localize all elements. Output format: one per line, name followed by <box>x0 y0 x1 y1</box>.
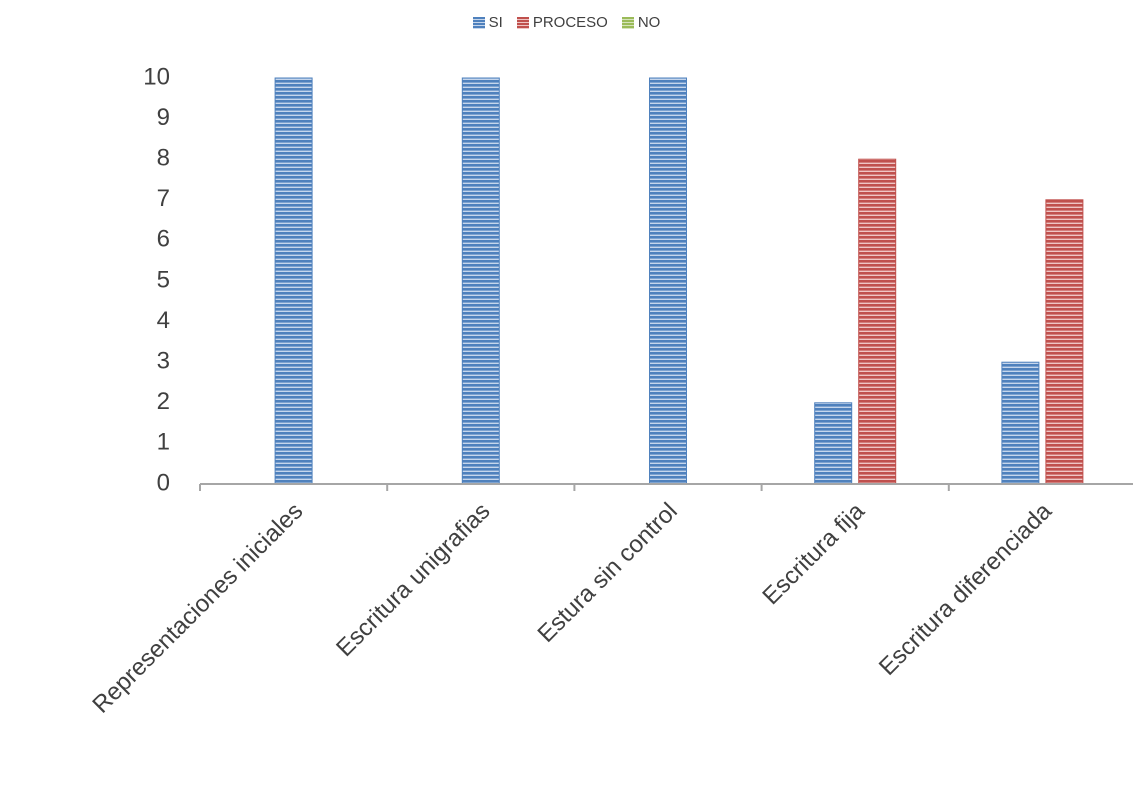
bar-si-1 <box>461 77 500 485</box>
x-tick-label: Escritura diferenciada <box>874 497 1058 681</box>
bar-proceso-3 <box>858 158 897 485</box>
y-tick-label: 6 <box>157 226 170 253</box>
bars <box>274 77 1084 485</box>
x-tick-label: Estura sin control <box>533 498 683 648</box>
x-tick-label: Representaciones iniciales <box>87 498 308 719</box>
legend-item-proceso: PROCESO <box>516 14 608 31</box>
x-axis: Representaciones iniciales Escritura unig… <box>87 483 1133 719</box>
y-tick-label: 9 <box>157 104 170 131</box>
y-tick-label: 1 <box>157 429 170 456</box>
legend-item-si: SI <box>472 14 503 31</box>
bar-si-3 <box>814 402 853 485</box>
y-tick-label: 10 <box>143 63 170 90</box>
y-tick-label: 3 <box>157 348 170 375</box>
y-tick-label: 7 <box>157 185 170 212</box>
y-tick-label: 0 <box>157 469 170 496</box>
legend-label-si: SI <box>488 14 503 31</box>
y-tick-label: 8 <box>157 145 170 172</box>
bar-proceso-4 <box>1045 199 1084 485</box>
x-tick-label: Escritura fija <box>757 497 870 610</box>
bar-si-0 <box>274 77 313 485</box>
legend-item-no: NO <box>621 14 661 31</box>
legend-swatch-proceso <box>516 16 529 29</box>
legend-label-proceso: PROCESO <box>532 14 608 31</box>
y-tick-label: 4 <box>157 307 170 334</box>
legend-swatch-si <box>472 16 485 29</box>
y-tick-label: 5 <box>157 266 170 293</box>
legend-swatch-no <box>621 16 634 29</box>
y-axis: 0 1 2 3 4 5 6 7 8 9 10 <box>143 63 170 496</box>
y-tick-label: 2 <box>157 388 170 415</box>
x-tick-label: Escritura unigrafias <box>331 498 495 662</box>
bar-si-2 <box>649 77 687 485</box>
legend-label-no: NO <box>637 14 661 31</box>
chart-legend: SI PROCESO NO <box>0 14 1133 31</box>
bar-si-4 <box>1001 361 1040 485</box>
